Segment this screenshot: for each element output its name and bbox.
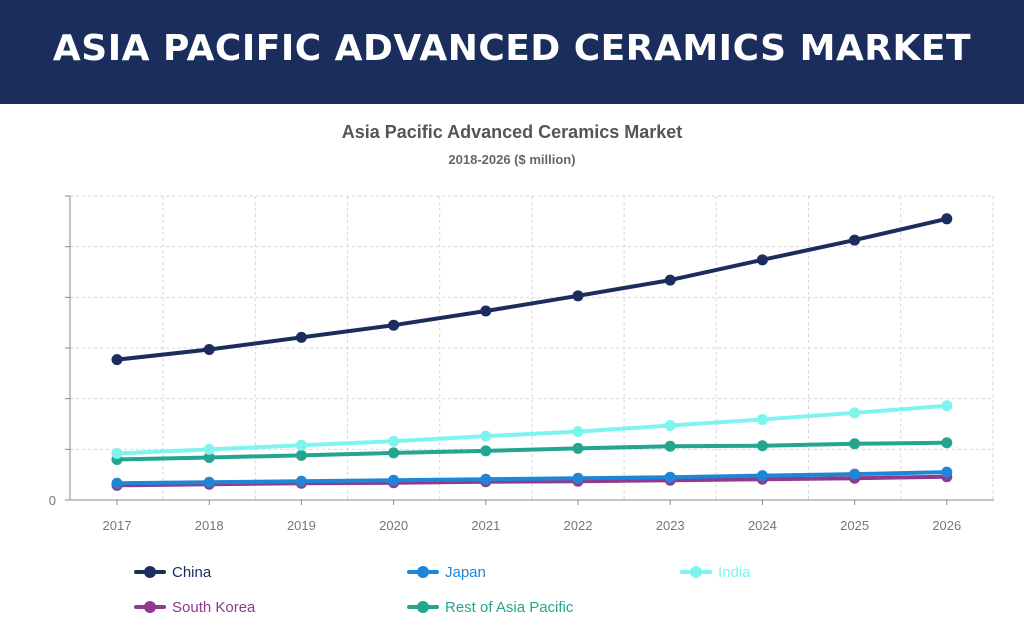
x-tick-label: 2021 bbox=[471, 518, 500, 533]
data-point bbox=[111, 477, 123, 489]
series-line bbox=[115, 474, 949, 488]
data-point bbox=[572, 472, 584, 484]
y-tick-label: 0 bbox=[49, 493, 56, 508]
data-point bbox=[295, 331, 307, 343]
legend-item[interactable]: China bbox=[134, 560, 211, 584]
data-point bbox=[388, 435, 400, 447]
data-point bbox=[756, 413, 768, 425]
data-point bbox=[111, 447, 123, 459]
data-point bbox=[756, 440, 768, 452]
legend-label: China bbox=[172, 563, 212, 581]
legend-item[interactable]: Rest of Asia Pacific bbox=[407, 595, 573, 619]
x-tick-label: 2022 bbox=[564, 518, 593, 533]
legend-label: South Korea bbox=[172, 598, 256, 616]
data-point bbox=[480, 305, 492, 317]
legend-item[interactable]: India bbox=[680, 560, 751, 584]
data-point bbox=[203, 451, 215, 463]
data-point bbox=[295, 439, 307, 451]
data-point bbox=[203, 443, 215, 455]
data-point bbox=[941, 466, 953, 478]
data-point bbox=[941, 400, 953, 412]
data-point bbox=[756, 254, 768, 266]
legend-swatch bbox=[134, 595, 166, 619]
x-tick-label: 2024 bbox=[748, 518, 777, 533]
data-point bbox=[849, 438, 861, 450]
chart-title: Asia Pacific Advanced Ceramics Market bbox=[341, 122, 683, 142]
legend-swatch bbox=[680, 560, 712, 584]
data-point bbox=[664, 420, 676, 432]
data-point bbox=[572, 442, 584, 454]
legend-item[interactable]: South Korea bbox=[134, 595, 255, 619]
data-point bbox=[664, 471, 676, 483]
data-point bbox=[756, 470, 768, 482]
data-point bbox=[388, 319, 400, 331]
legend-swatch bbox=[407, 595, 439, 619]
x-tick-label: 2020 bbox=[379, 518, 408, 533]
x-tick-label: 2025 bbox=[840, 518, 869, 533]
data-point bbox=[388, 474, 400, 486]
legend-item[interactable]: Japan bbox=[407, 560, 486, 584]
legend-label: Japan bbox=[445, 563, 486, 581]
data-point bbox=[295, 449, 307, 461]
header-banner: ASIA PACIFIC ADVANCED CERAMICS MARKET bbox=[0, 0, 1024, 104]
data-point bbox=[572, 290, 584, 302]
data-point bbox=[111, 354, 123, 366]
x-tick-label: 2017 bbox=[103, 518, 132, 533]
legend-swatch bbox=[407, 560, 439, 584]
legend-label: Rest of Asia Pacific bbox=[445, 598, 574, 616]
data-point bbox=[388, 447, 400, 459]
line-chart: 2017 2018 2019 2020 2021 2022 2023 2024 2025 2026… bbox=[49, 195, 994, 533]
legend-label: India bbox=[718, 563, 751, 581]
data-point bbox=[480, 473, 492, 485]
data-point bbox=[941, 437, 953, 449]
page-title: ASIA PACIFIC ADVANCED CERAMICS MARKET bbox=[52, 28, 972, 69]
data-point bbox=[849, 234, 861, 246]
x-tick-label: 2018 bbox=[195, 518, 224, 533]
x-tick-label: 2026 bbox=[932, 518, 961, 533]
data-point bbox=[480, 430, 492, 442]
data-point bbox=[849, 407, 861, 419]
data-point bbox=[203, 476, 215, 488]
series-line bbox=[115, 403, 949, 456]
series-line bbox=[115, 470, 949, 486]
chart-legend: China Japan India South Korea Rest of Asia P… bbox=[0, 560, 1024, 630]
data-point bbox=[203, 344, 215, 356]
data-point bbox=[664, 440, 676, 452]
x-tick-label: 2023 bbox=[656, 518, 685, 533]
data-point bbox=[849, 468, 861, 480]
x-tick-label: 2019 bbox=[287, 518, 316, 533]
data-point bbox=[480, 445, 492, 457]
legend-swatch bbox=[134, 560, 166, 584]
series-line bbox=[115, 216, 949, 362]
chart-subtitle: 2018-2026 ($ million) bbox=[448, 152, 576, 167]
data-point bbox=[941, 213, 953, 225]
data-point bbox=[295, 475, 307, 487]
data-point bbox=[572, 426, 584, 438]
data-point bbox=[664, 274, 676, 286]
series-line bbox=[115, 440, 949, 462]
